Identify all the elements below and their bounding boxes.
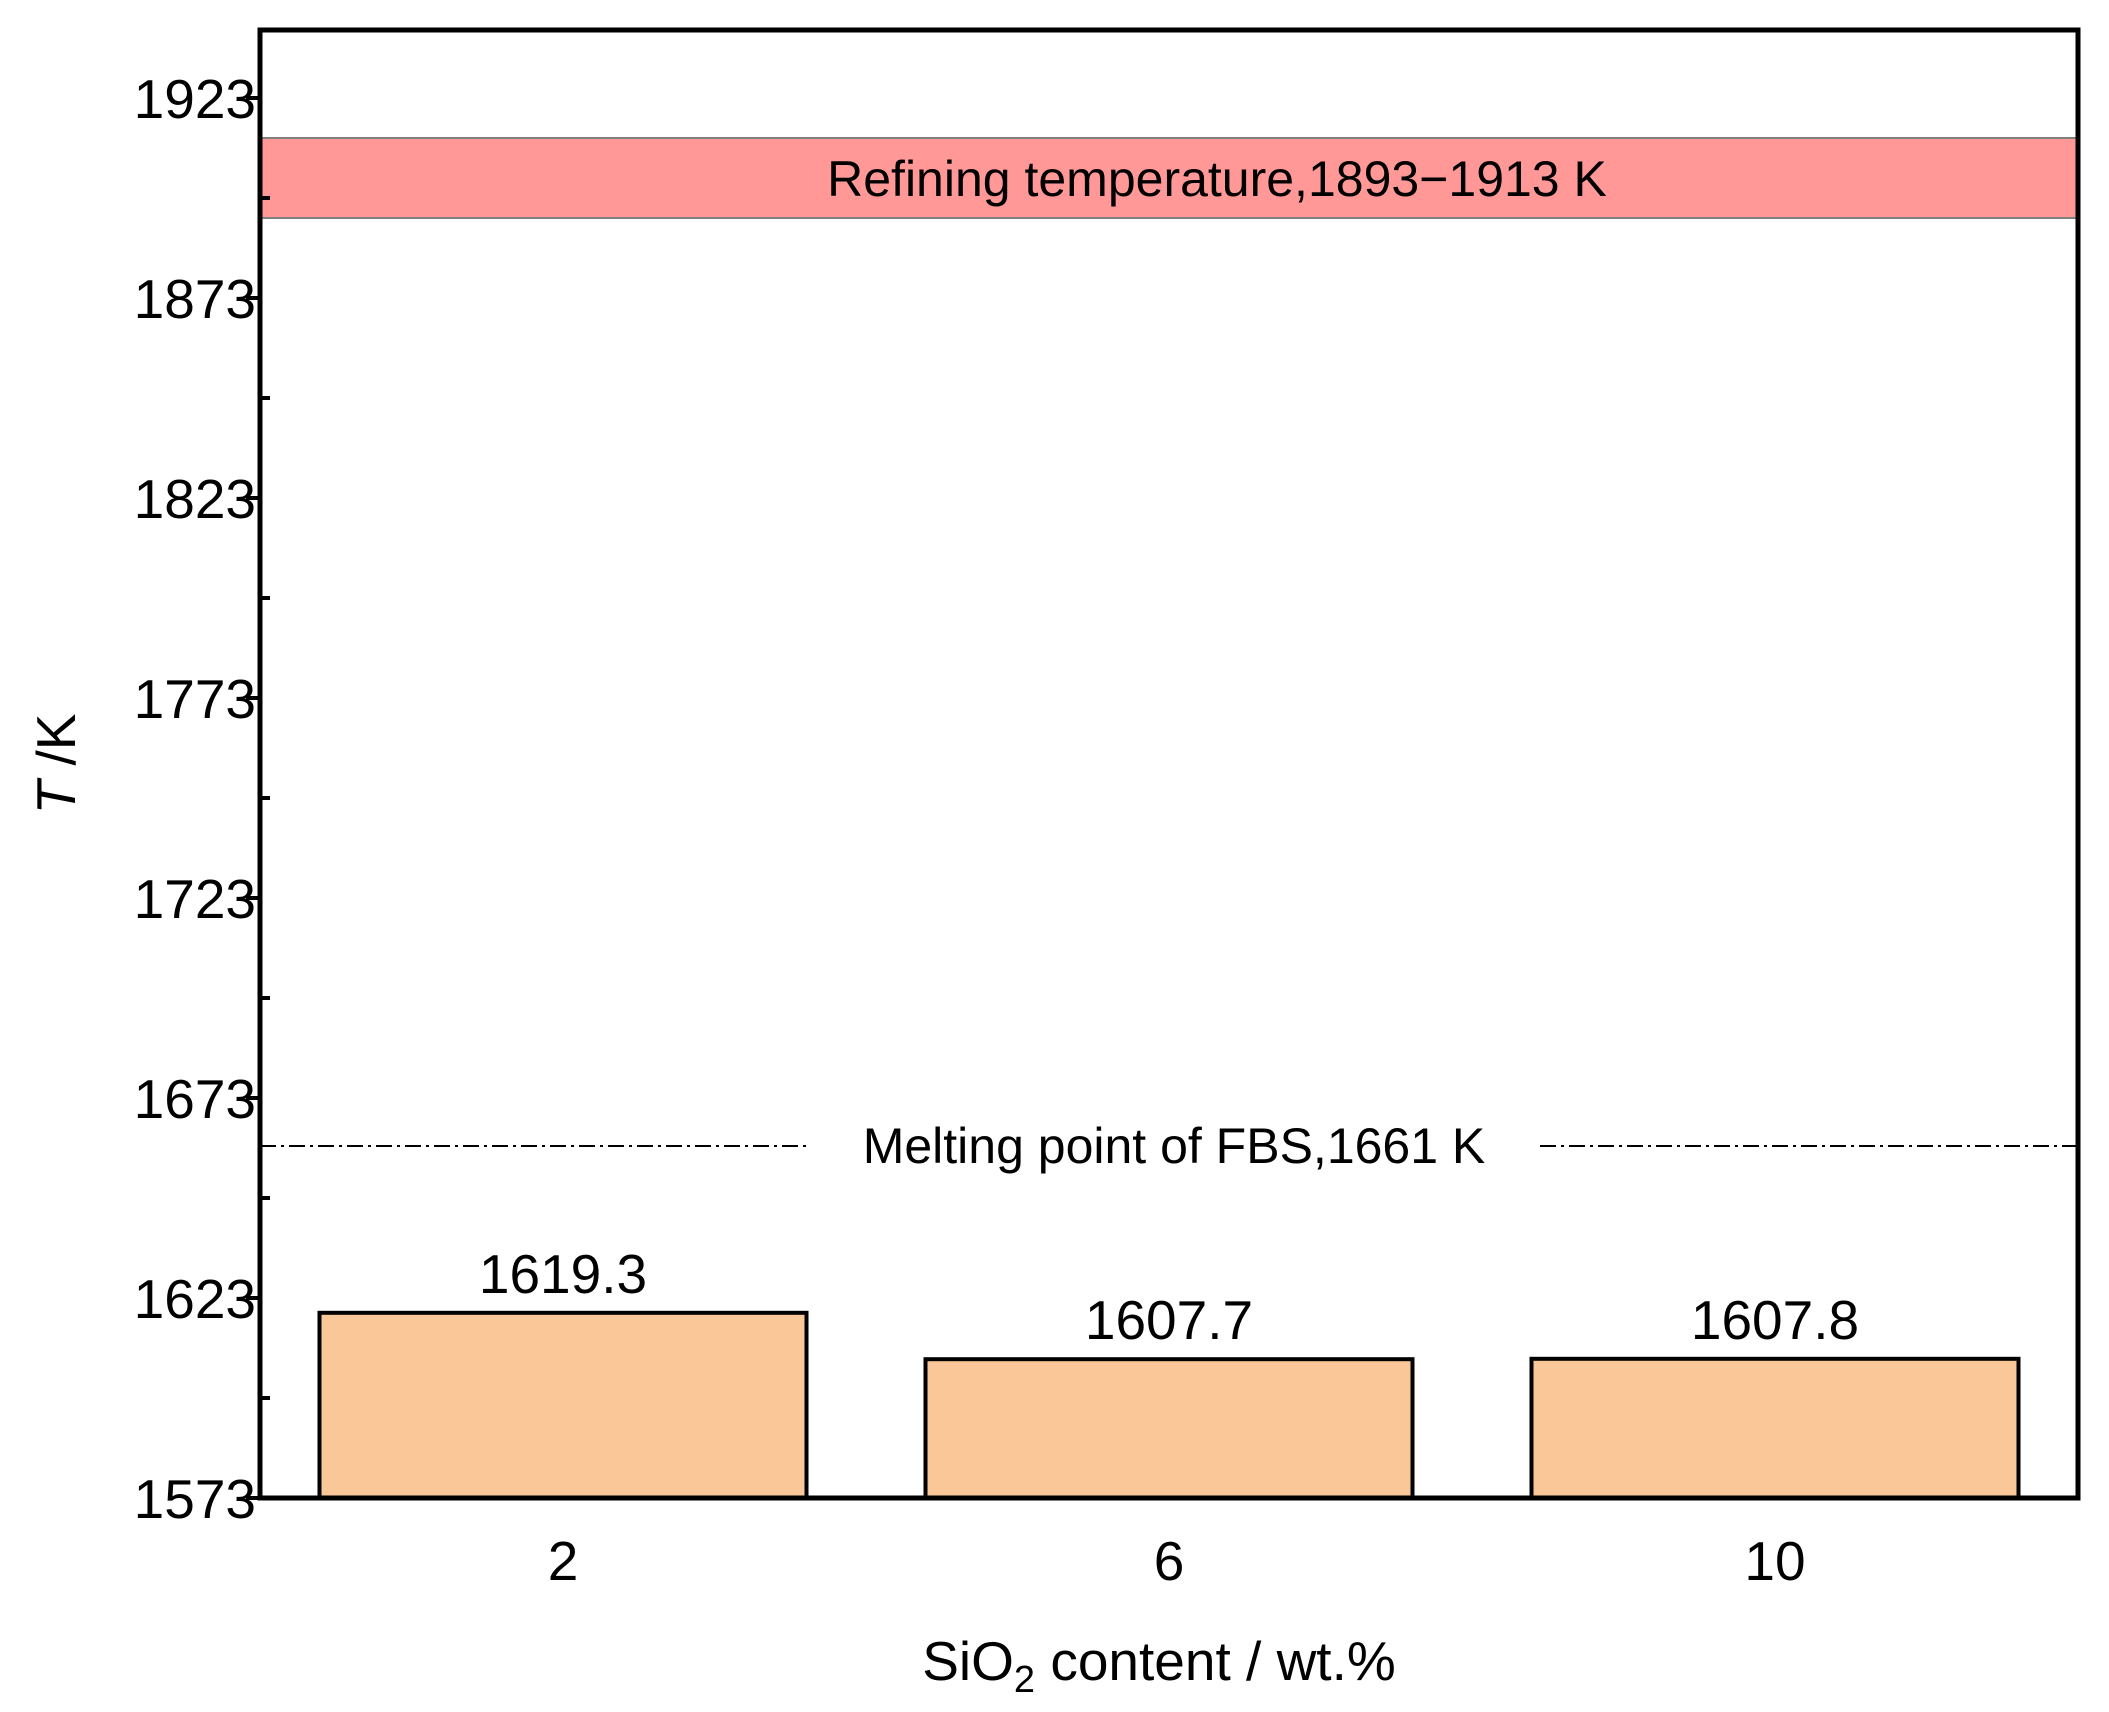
bar-2	[317, 1310, 809, 1501]
y-tick-label-1673: 1673	[134, 1068, 256, 1130]
y-tick-label-1873: 1873	[134, 268, 256, 330]
x-axis-title-suffix: content / wt.%	[1035, 1630, 1396, 1692]
y-axis-title-symbol: T	[25, 777, 87, 814]
x-axis-title-prefix: SiO	[922, 1630, 1014, 1692]
y-tick-label-1573: 1573	[134, 1468, 256, 1530]
x-axis-title-subscript: 2	[1014, 1659, 1035, 1701]
bar-6	[923, 1357, 1415, 1500]
bar-10	[1529, 1356, 2021, 1501]
refining-band-label: Refining temperature,1893−1913 K	[827, 151, 1607, 207]
x-tick-label-10: 10	[1744, 1530, 1805, 1592]
x-tick-label-6: 6	[1154, 1530, 1185, 1592]
y-tick-label-1723: 1723	[134, 868, 256, 930]
melting-line-label: Melting point of FBS,1661 K	[863, 1118, 1486, 1174]
plot-frame	[257, 27, 2081, 1501]
y-tick-label-1773: 1773	[134, 668, 256, 730]
y-tick-label-1623: 1623	[134, 1268, 256, 1330]
x-tick-label-2: 2	[548, 1530, 579, 1592]
x-axis-title: SiO2 content / wt.%	[922, 1630, 1396, 1701]
y-axis-title: T /K	[25, 713, 87, 814]
y-axis-title-unit: /K	[25, 713, 87, 781]
bar-value-label-2: 1619.3	[479, 1243, 647, 1305]
bar-value-label-10: 1607.8	[1691, 1289, 1859, 1351]
y-tick-label-1823: 1823	[134, 468, 256, 530]
bar-value-label-6: 1607.7	[1085, 1289, 1253, 1351]
y-tick-label-1923: 1923	[134, 68, 256, 130]
refining-band	[259, 137, 2079, 219]
